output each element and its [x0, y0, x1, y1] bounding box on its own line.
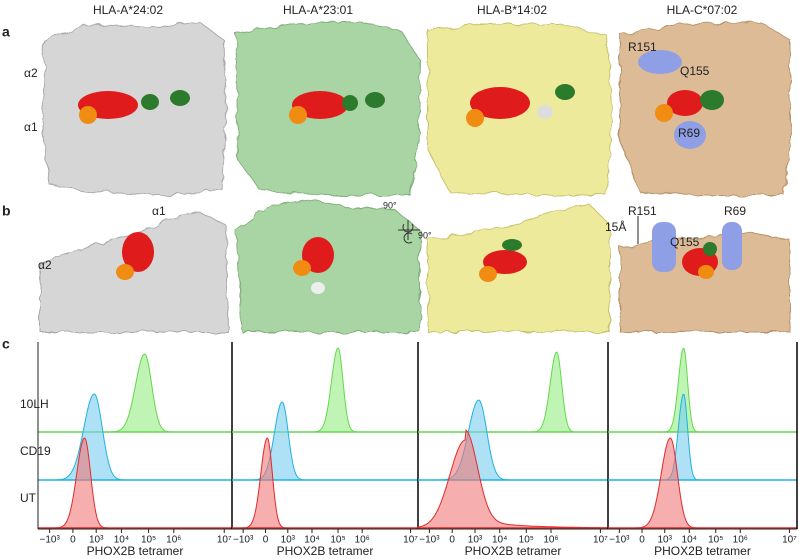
row-label: 10LH [20, 397, 49, 411]
x-tick-label: 0 [70, 535, 76, 546]
residue [652, 222, 676, 272]
surfaces-b [39, 199, 791, 333]
histogram [38, 353, 232, 433]
annotation: Q155 [670, 235, 700, 249]
x-tick-label: 10⁵ [708, 535, 723, 546]
peptide [289, 106, 307, 124]
x-tick-label: 10⁷ [782, 535, 797, 546]
peptide [700, 90, 724, 110]
peptide [302, 237, 334, 273]
annotation: α2 [38, 258, 52, 272]
rotation-icon [398, 220, 420, 244]
panel-label: a [2, 24, 10, 40]
row-label: CD19 [20, 444, 51, 458]
x-axis-label: PHOX2B tetramer [87, 544, 184, 558]
peptide [293, 260, 311, 276]
column-title: HLA-A*24:02 [93, 3, 163, 17]
histogram [418, 399, 608, 481]
x-tick-label: 10⁴ [114, 535, 129, 546]
annotation: α2 [24, 66, 38, 80]
x-tick-label: 10⁶ [543, 535, 558, 546]
peptide [479, 266, 497, 282]
histogram [608, 347, 797, 433]
residue [638, 50, 682, 74]
peptide [698, 265, 714, 279]
peptide [311, 282, 325, 294]
peptide [466, 109, 484, 127]
x-tick-label: 10³ [657, 535, 672, 546]
peptide [141, 94, 159, 110]
annotation: R69 [678, 126, 700, 140]
x-tick-label: 10³ [281, 535, 296, 546]
x-axis-label: PHOX2B tetramer [277, 544, 374, 558]
x-tick-label: 10⁶ [166, 535, 181, 546]
peptide [342, 95, 358, 111]
peptide [170, 90, 190, 106]
x-tick-label: 0 [449, 535, 455, 546]
x-tick-label: 10⁴ [682, 535, 697, 546]
peptide [365, 92, 385, 108]
x-axis-label: PHOX2B tetramer [654, 544, 751, 558]
x-tick-label: 10⁷ [593, 535, 608, 546]
x-tick-label: 10⁷ [403, 535, 418, 546]
histogram [232, 401, 418, 481]
annotation: Q155 [680, 64, 710, 78]
peptides-b [116, 222, 742, 294]
peptide [655, 104, 673, 122]
panel-label: c [2, 336, 10, 352]
annotation: 15Å [605, 219, 626, 234]
histogram [232, 437, 418, 529]
row-label: UT [20, 491, 37, 505]
peptide [122, 232, 154, 272]
x-tick-label: 10⁵ [141, 535, 156, 546]
annotation: α1 [152, 204, 166, 218]
histogram [418, 351, 608, 433]
panel-label: b [2, 203, 11, 219]
column-title: HLA-C*07:02 [667, 3, 738, 17]
peptide [116, 264, 134, 280]
x-tick-label: 10⁴ [492, 535, 507, 546]
peptide [79, 106, 97, 124]
peptide [483, 250, 527, 274]
annotation: R151 [628, 40, 657, 54]
column-title: HLA-B*14:02 [477, 3, 547, 17]
peptide [502, 239, 522, 251]
peptide [667, 90, 703, 116]
x-tick-label: 10⁷ [217, 535, 232, 546]
residue [722, 222, 742, 270]
x-tick-label: 10⁵ [519, 535, 534, 546]
peptide [470, 87, 530, 119]
histogram [608, 393, 797, 481]
x-tick-label: 10⁶ [733, 535, 748, 546]
histograms: −10³ 0 10³ 10⁴ 10⁵ 10⁶ 10⁷ PHOX2B tetramer −10³ 0… [37, 342, 798, 558]
x-tick-label: −10³ [609, 535, 630, 546]
x-tick-label: 10⁶ [355, 535, 370, 546]
histogram [232, 347, 418, 433]
residue [674, 121, 706, 149]
x-tick-label: 0 [639, 535, 645, 546]
histogram [38, 437, 232, 529]
x-tick-label: −10³ [233, 535, 254, 546]
annotation: α1 [24, 120, 38, 134]
annotation: 90° [383, 200, 397, 210]
annotation: R151 [628, 204, 657, 218]
peptide [537, 105, 553, 119]
peptides-a [78, 50, 724, 149]
x-tick-label: 10³ [89, 535, 104, 546]
x-axis-label: PHOX2B tetramer [465, 544, 562, 558]
x-tick-label: 10⁴ [304, 535, 319, 546]
histogram [608, 437, 797, 529]
x-tick-label: 10³ [468, 535, 483, 546]
annotation: 90° [418, 230, 432, 240]
annotation: R69 [724, 204, 746, 218]
peptide [703, 242, 717, 256]
x-tick-label: 10⁵ [330, 535, 345, 546]
peptide [555, 84, 575, 100]
x-tick-label: −10³ [419, 535, 440, 546]
x-tick-label: −10³ [39, 535, 60, 546]
x-tick-label: 0 [263, 535, 269, 546]
column-title: HLA-A*23:01 [283, 3, 353, 17]
